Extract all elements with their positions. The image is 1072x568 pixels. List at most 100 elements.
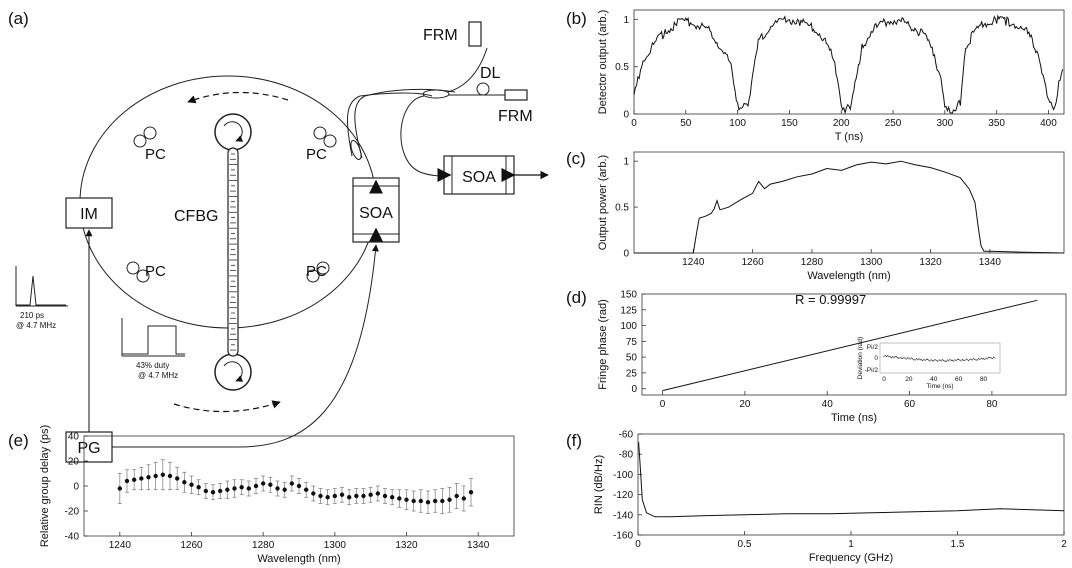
inset-data-point [970,358,972,360]
inset-data-point [908,357,910,359]
y-tick-label: 20 [68,457,80,468]
frm-right-label: FRM [498,108,533,125]
x-tick-label: 1340 [979,257,1002,268]
inset-data-point [976,359,978,361]
inset-x-tick-label: 80 [980,376,988,383]
cfbg-grating [227,147,239,357]
inset-data-point [968,359,970,362]
inset-data-point [954,359,956,361]
data-point [332,493,338,499]
x-tick-label: 1320 [395,540,418,551]
plot-frame [637,433,1065,536]
y-tick-label: 0.5 [615,62,629,73]
intensity-modulator [65,197,113,229]
pc-label-top-right: PC [306,146,327,163]
inset-data-point [958,358,960,360]
inset-data-point [909,358,911,360]
im-label: IM [80,206,98,223]
inset-data-point [918,358,920,360]
fiber-output-coupler-2 [354,88,456,159]
pulse-label-1: 210 ps [20,311,44,320]
y-tick-label: 0 [631,384,637,395]
data-point [253,483,259,489]
direction-arrow-bottom [173,400,281,413]
inset-data-point [888,356,890,358]
x-tick-label: 0 [631,118,637,129]
data-series-line [634,160,1065,254]
data-point [174,476,180,481]
panel-label-b: (b) [566,9,587,28]
data-point [146,475,151,480]
y-tick-label: 0 [623,110,629,121]
data-point [361,493,366,499]
inset-data-point [959,359,961,361]
x-tick-label: 1260 [741,257,764,268]
pc-label-top-left: PC [145,146,166,163]
y-tick-label: 125 [620,305,637,316]
direction-arrow-top [187,91,289,104]
pc-label-bottom-right: PC [306,263,327,280]
pulse-waveform-icon [15,266,68,307]
data-point [189,482,194,487]
inset-data-point [941,359,944,361]
data-point [268,482,273,487]
data-series-line [662,299,1038,392]
x-axis-label: T (ns) [835,131,864,143]
data-point [339,492,345,497]
inset-data-point [917,359,919,361]
inset-data-point [979,358,981,360]
fiber-to-soa-out [400,95,447,177]
data-point [239,485,244,490]
inset-data-point [948,360,950,362]
inset-data-point [981,358,983,360]
y-tick-label: 75 [626,337,638,348]
pulse-label-2: @ 4.7 MHz [16,321,56,330]
data-point [454,493,459,499]
inset-data-point [955,359,957,362]
x-tick-label: 150 [781,118,798,129]
x-tick-label: 50 [680,118,692,129]
x-tick-label: 1.5 [951,539,965,550]
inset-data-point [964,359,966,361]
inset-data-point [940,360,942,362]
inset-x-tick-label: 40 [930,376,938,383]
y-tick-label: -60 [619,430,634,441]
inset-data-point [966,359,968,361]
inset-data-point [914,359,916,361]
x-tick-label: 1 [848,539,854,550]
data-series-line [633,14,1064,115]
y-tick-label: 50 [626,353,638,364]
pc-top-right [313,126,337,148]
inset-data-point [921,359,924,362]
panel-label-e: (e) [8,431,29,450]
inset-data-point [989,356,991,359]
plot-frame [633,9,1065,115]
data-point [153,473,158,479]
inset-x-tick-label: 0 [882,376,886,383]
inset-data-point [953,360,955,362]
y-tick-label: 1 [623,15,629,26]
frm-top [468,21,482,47]
inset-frame [879,342,1001,374]
inset-data-point [905,358,908,360]
panel-label-a: (a) [8,9,29,28]
inset-data-point [986,358,988,360]
soa-loop [352,177,400,243]
y-axis-label: Detector output (arb.) [597,10,609,115]
inset-data-point [899,356,901,359]
data-point [411,498,416,504]
inset-data-point [919,359,921,361]
x-axis-label: Time (ns) [831,412,877,424]
x-tick-label: 40 [822,399,834,410]
pg-to-soa-arrow [112,244,379,448]
data-series-line [638,442,1065,518]
data-point [289,481,295,486]
inset-data-point [969,358,971,360]
panel-label-f: (f) [566,431,582,450]
y-axis-label: Output power (arb.) [597,155,609,250]
x-tick-label: 350 [988,118,1005,129]
inset-data-point [944,360,946,362]
inset-data-point [987,356,990,359]
data-point [131,477,137,482]
x-tick-label: 2 [1061,539,1067,550]
